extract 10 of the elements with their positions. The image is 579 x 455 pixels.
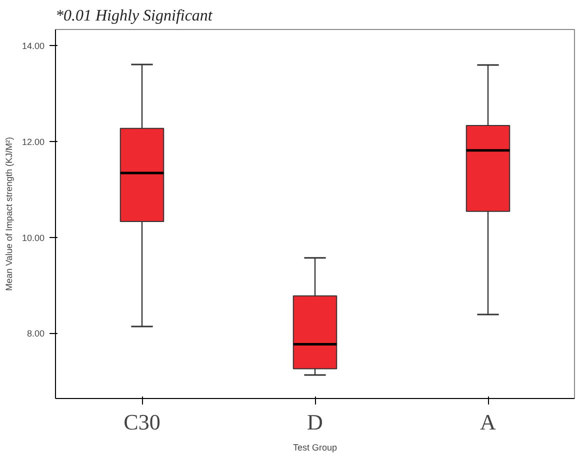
x-tick-label: C30 — [124, 410, 160, 434]
y-axis-title: Mean Value of Impact strength (KJ/M²) — [4, 137, 14, 291]
x-tick-label: A — [480, 410, 496, 434]
y-tick-label: 12.00 — [22, 136, 45, 147]
x-tick-label: D — [307, 410, 323, 434]
x-axis-title: Test Group — [292, 442, 338, 452]
text: *0.01 Highly Significant — [56, 8, 213, 24]
y-tick-label: 8.00 — [26, 328, 45, 339]
y-tick-label: 14.00 — [22, 40, 45, 51]
y-tick-label: 10.00 — [22, 232, 45, 243]
